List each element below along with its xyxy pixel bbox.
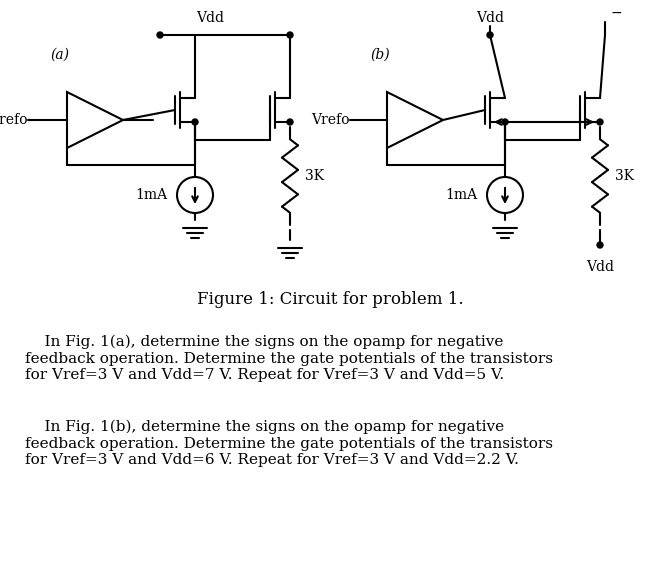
Text: (b): (b) (370, 48, 390, 62)
Text: Vdd: Vdd (196, 11, 224, 25)
Text: 3K: 3K (305, 169, 324, 183)
Circle shape (597, 119, 603, 125)
Text: $-$: $-$ (610, 5, 622, 19)
Text: Vdd: Vdd (586, 260, 614, 274)
Text: In Fig. 1(b), determine the signs on the opamp for negative
feedback operation. : In Fig. 1(b), determine the signs on the… (25, 420, 553, 467)
Circle shape (287, 119, 293, 125)
Text: (a): (a) (51, 48, 69, 62)
Text: 1mA: 1mA (135, 188, 167, 202)
Circle shape (502, 119, 508, 125)
Text: In Fig. 1(a), determine the signs on the opamp for negative
feedback operation. : In Fig. 1(a), determine the signs on the… (25, 335, 553, 382)
Text: 1mA: 1mA (445, 188, 477, 202)
Text: Figure 1: Circuit for problem 1.: Figure 1: Circuit for problem 1. (197, 291, 463, 308)
Circle shape (487, 32, 493, 38)
Text: Vrefo: Vrefo (0, 113, 28, 127)
Text: Vrefo: Vrefo (312, 113, 350, 127)
Circle shape (157, 32, 163, 38)
Text: Vdd: Vdd (476, 11, 504, 25)
Text: 3K: 3K (615, 169, 634, 183)
Circle shape (192, 119, 198, 125)
Circle shape (597, 242, 603, 248)
Circle shape (287, 32, 293, 38)
